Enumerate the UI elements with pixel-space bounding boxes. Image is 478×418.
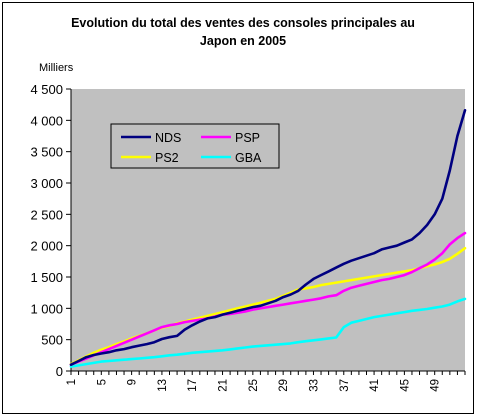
series-line-nds <box>69 109 467 367</box>
y-tick-label: 3 000 <box>30 176 63 191</box>
x-tick-label: 45 <box>399 379 411 392</box>
chart-title-line2: Japon en 2005 <box>200 34 286 48</box>
legend-box <box>110 123 280 169</box>
series-layer <box>69 109 467 368</box>
chart-title-line1: Evolution du total des ventes des consol… <box>71 16 415 30</box>
y-axis: 0 500 1 000 1 500 2 000 2 500 3 000 3 500 4 000 4… <box>30 82 72 379</box>
legend-label-gba: GBA <box>235 151 262 165</box>
x-tick-label: 5 <box>96 379 108 385</box>
y-tick-label: 1 000 <box>30 301 63 316</box>
x-tick-label: 37 <box>339 379 351 392</box>
series-line-gba <box>69 297 467 368</box>
y-tick-label: 2 000 <box>30 239 63 254</box>
series-line-psp <box>69 231 467 367</box>
legend: NDS PSP PS2 GBA <box>110 123 280 169</box>
y-tick-label: 2 500 <box>30 207 63 222</box>
x-tick-label: 13 <box>157 379 169 392</box>
x-tick-label: 29 <box>278 379 290 392</box>
y-tick-label: 4 000 <box>30 113 63 128</box>
y-tick-label: 500 <box>41 333 63 348</box>
y-tick-label: 3 500 <box>30 145 63 160</box>
legend-label-ps2: PS2 <box>155 151 179 165</box>
y-tick-label: 4 500 <box>30 82 63 97</box>
chart: Evolution du total des ventes des consol… <box>30 16 467 392</box>
x-tick-label: 49 <box>430 379 442 392</box>
x-tick-label: 33 <box>308 379 320 392</box>
x-tick-label: 41 <box>369 379 381 392</box>
x-axis: 1 5 9 13 17 21 25 29 33 37 41 45 49 <box>66 370 466 392</box>
y-unit-label: Milliers <box>39 62 74 74</box>
x-tick-label: 1 <box>66 379 78 385</box>
legend-label-nds: NDS <box>155 131 181 145</box>
y-tick-label: 1 500 <box>30 270 63 285</box>
chart-frame: Evolution du total des ventes des consol… <box>2 2 474 414</box>
y-tick-label: 0 <box>56 364 63 379</box>
x-tick-label: 17 <box>187 379 199 392</box>
x-tick-label: 25 <box>248 379 260 392</box>
x-tick-label: 21 <box>218 379 230 392</box>
legend-label-psp: PSP <box>235 131 260 145</box>
x-tick-label: 9 <box>127 379 139 385</box>
